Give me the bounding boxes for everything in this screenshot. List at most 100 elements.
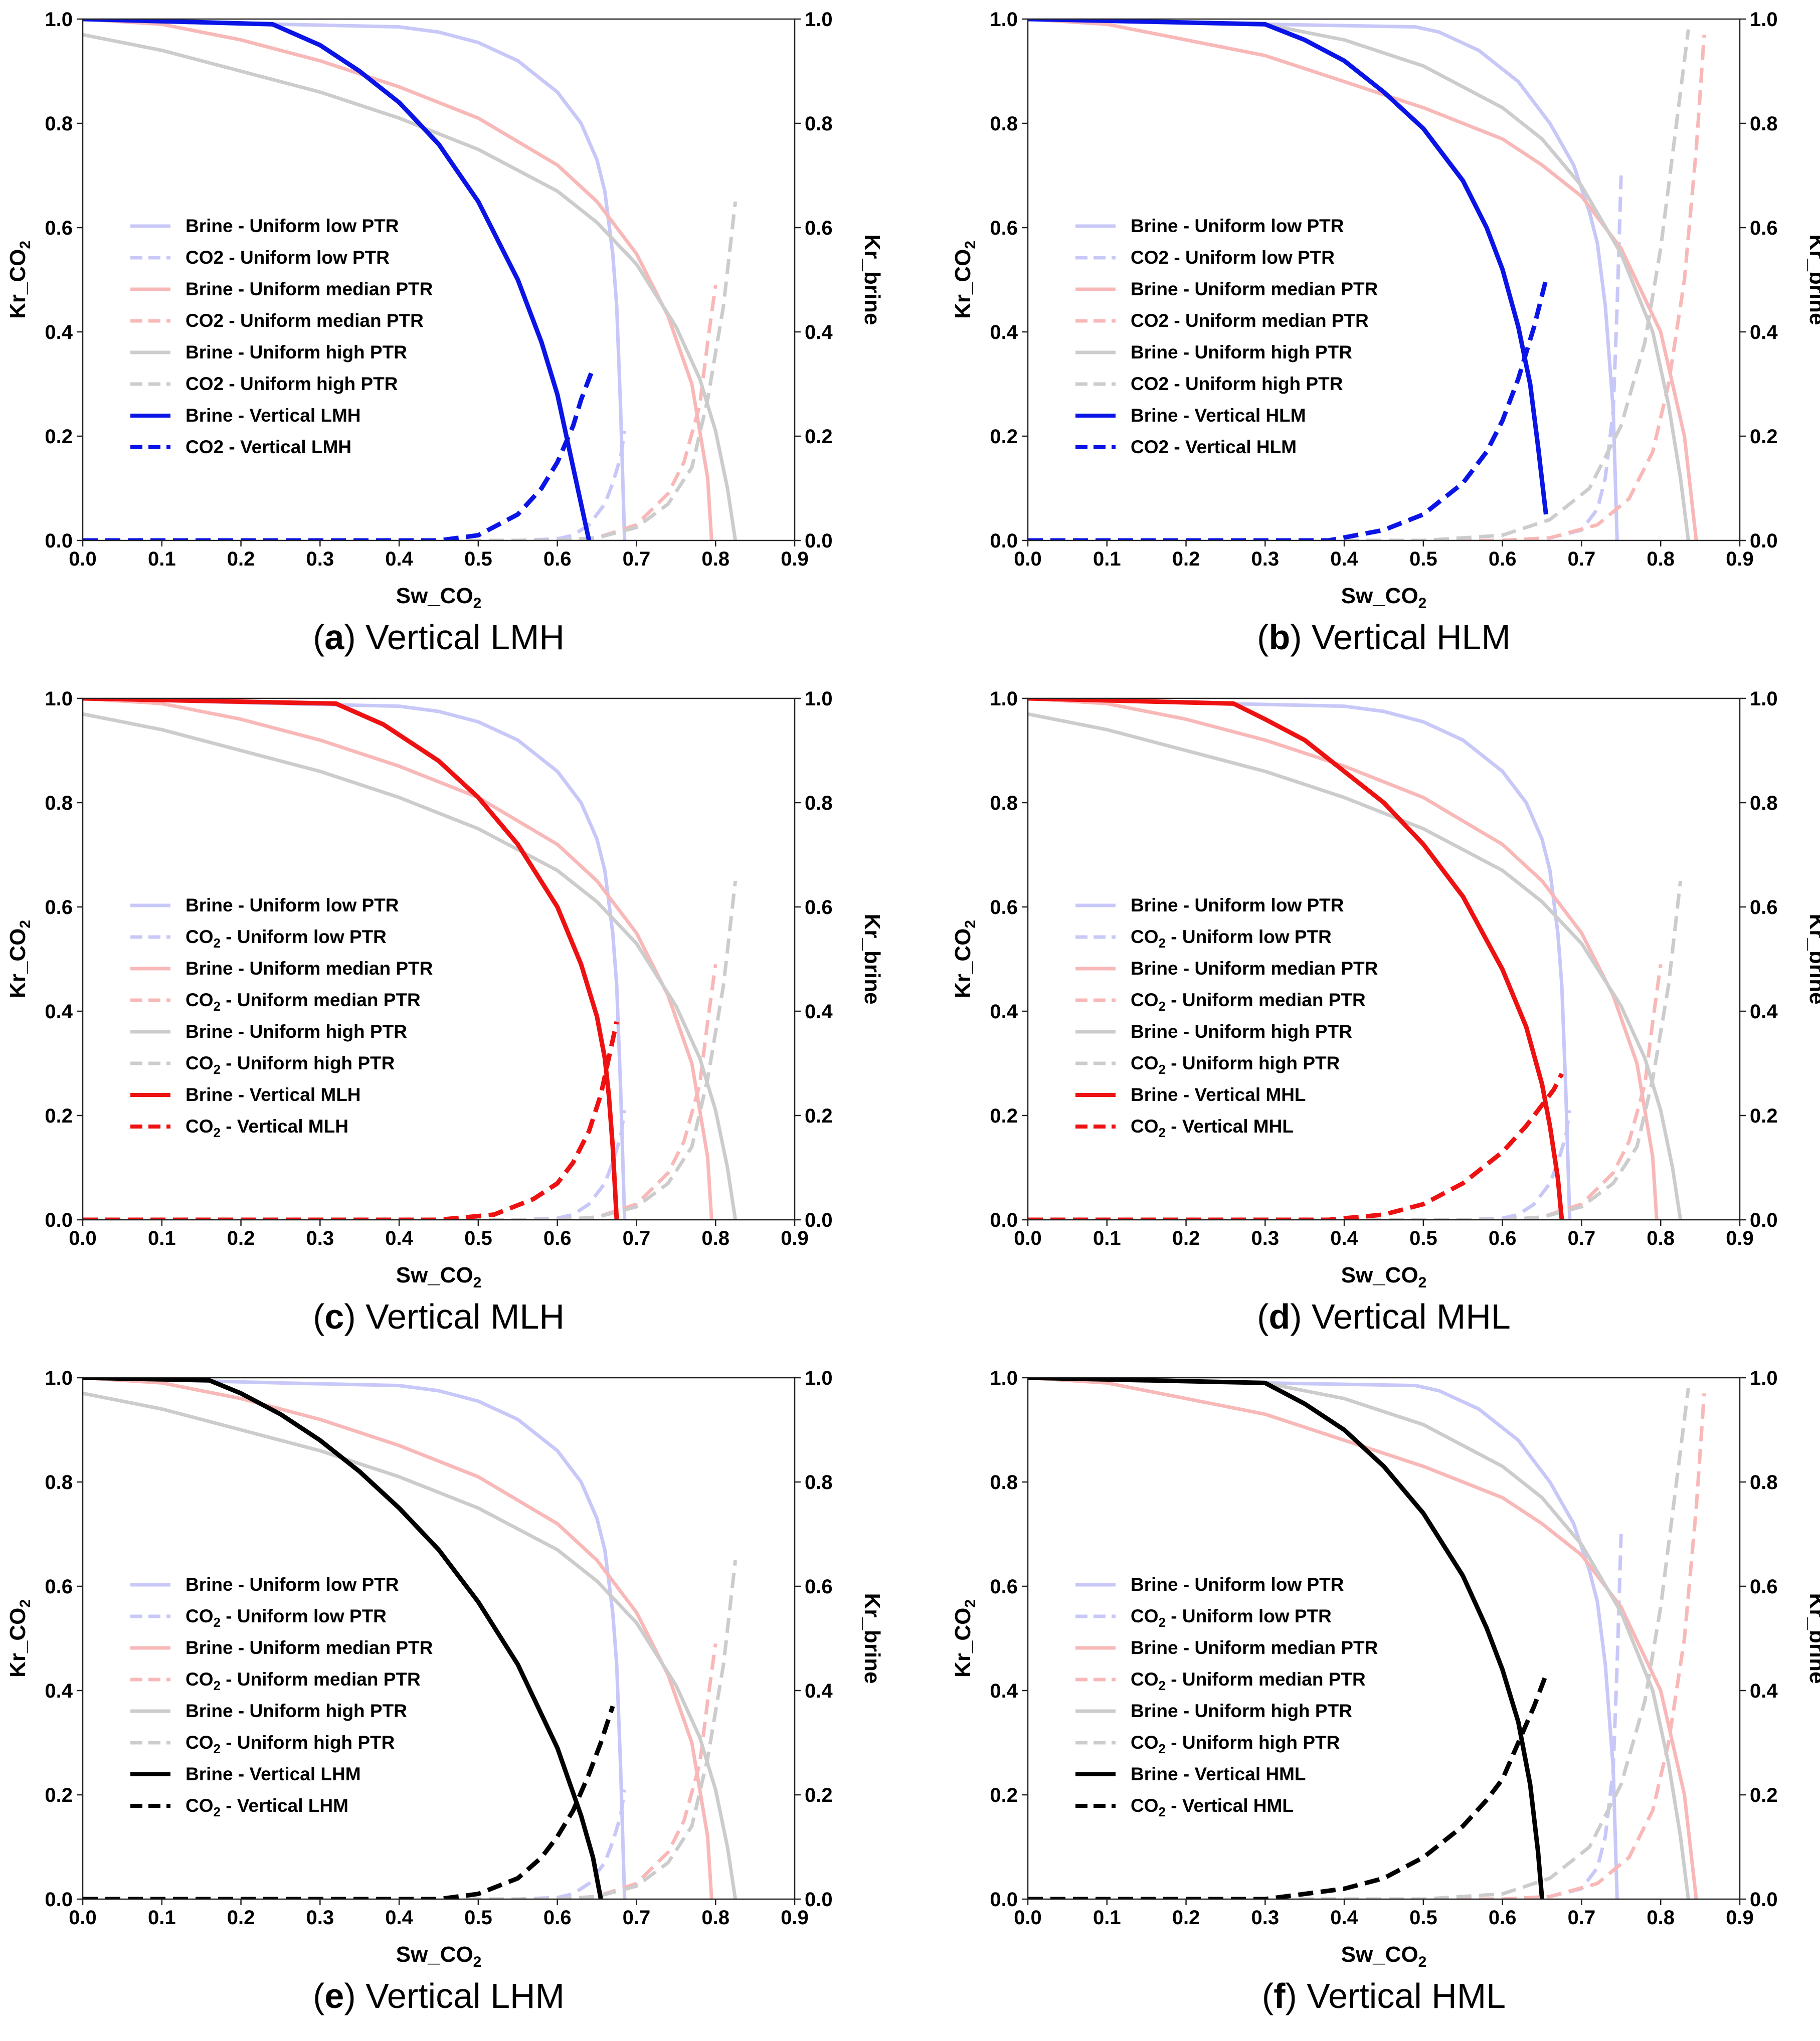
legend-item: Brine - Uniform low PTR — [186, 216, 399, 236]
legend-item: CO2 - Uniform median PTR — [1131, 310, 1369, 331]
y2-tick-label: 0.0 — [1750, 530, 1778, 552]
y-tick-label: 0.2 — [990, 426, 1018, 448]
y-tick-label: 0.2 — [990, 1784, 1018, 1806]
plot-frame — [1027, 1377, 1741, 1900]
x-tick-label: 0.2 — [1172, 548, 1200, 570]
series-line-1 — [1028, 698, 1572, 1220]
panel-b: 0.0 0.1 0.2 0.3 0.4 0.5 0.6 0.7 0.8 0.90.0 0.00.2 0… — [951, 9, 1820, 657]
series-line-1 — [83, 698, 627, 1220]
y2-tick-label: 1.0 — [805, 688, 833, 710]
series-line-6 — [1028, 1388, 1690, 1899]
y-tick-label: 1.0 — [45, 688, 73, 710]
series-line-6 — [1028, 29, 1690, 540]
legend-item: Brine - Uniform low PTR — [1131, 895, 1344, 915]
x-tick-label: 0.2 — [227, 548, 255, 570]
y2-tick-label: 0.0 — [1750, 1889, 1778, 1911]
legend-item: CO2 - Uniform high PTR — [1131, 1732, 1340, 1756]
series-line-3 — [83, 19, 713, 540]
y2-tick-label: 1.0 — [805, 1367, 833, 1389]
y2-tick-label: 1.0 — [805, 9, 833, 31]
y2-tick-label: 0.4 — [805, 1680, 833, 1702]
y-tick-label: 0.4 — [45, 321, 73, 343]
x-tick-label: 0.7 — [1568, 1907, 1596, 1929]
series-line-2 — [83, 431, 627, 540]
y2-tick-label: 0.6 — [805, 896, 833, 918]
y2-tick-label: 0.8 — [1750, 792, 1778, 814]
x-axis-label: Sw_CO2 — [396, 584, 482, 612]
legend-item: Brine - Uniform median PTR — [1131, 958, 1378, 979]
y2-tick-label: 0.6 — [805, 1576, 833, 1598]
x-tick-label: 0.5 — [464, 1907, 492, 1929]
series-line-5 — [1028, 1378, 1690, 1899]
x-tick-label: 0.2 — [1172, 1907, 1200, 1929]
panel-c: 0.0 0.1 0.2 0.3 0.4 0.5 0.6 0.7 0.8 0.90.0 0.00.2 0… — [6, 688, 884, 1336]
x-tick-label: 0.8 — [1647, 548, 1675, 570]
x-tick-label: 0.0 — [69, 1907, 97, 1929]
y-tick-label: 0.4 — [45, 1001, 73, 1023]
x-tick-label: 0.2 — [227, 1227, 255, 1249]
panel-caption: (d) Vertical MHL — [1257, 1297, 1511, 1336]
series-line-2 — [1028, 1534, 1623, 1899]
x-tick-label: 0.7 — [1568, 1227, 1596, 1249]
x-tick-label: 0.9 — [1726, 1227, 1754, 1249]
series-lines — [1028, 698, 1683, 1220]
x-tick-label: 0.3 — [1251, 1907, 1280, 1929]
plot-frame — [1027, 697, 1741, 1221]
y2-tick-label: 0.8 — [1750, 1471, 1778, 1494]
y-axis-label: Kr_CO2 — [951, 241, 979, 319]
y-tick-label: 0.8 — [45, 1471, 73, 1494]
y2-tick-label: 0.2 — [805, 1105, 833, 1127]
legend-item: CO2 - Vertical MHL — [1131, 1116, 1294, 1140]
series-line-3 — [1028, 1378, 1698, 1899]
x-tick-label: 0.3 — [306, 548, 334, 570]
y-tick-label: 0.8 — [990, 113, 1018, 135]
legend-item: CO2 - Uniform high PTR — [186, 374, 398, 394]
series-line-7 — [83, 698, 619, 1220]
series-line-2 — [83, 1110, 627, 1220]
series-line-8 — [83, 367, 595, 540]
legend-item: Brine - Uniform high PTR — [186, 342, 407, 362]
y-tick-label: 1.0 — [990, 688, 1018, 710]
x-tick-label: 0.9 — [781, 1227, 809, 1249]
x-tick-label: 0.0 — [69, 548, 97, 570]
series-line-3 — [1028, 19, 1698, 540]
series-line-5 — [83, 33, 738, 540]
y2-tick-label: 0.2 — [1750, 1784, 1778, 1806]
y2-tick-label: 0.4 — [1750, 1001, 1778, 1023]
panel-a: 0.0 0.1 0.2 0.3 0.4 0.5 0.6 0.7 0.8 0.90.0 0.00.2 0… — [6, 9, 884, 657]
y-tick-label: 0.4 — [45, 1680, 73, 1702]
series-line-7 — [1028, 698, 1564, 1220]
x-tick-label: 0.5 — [464, 548, 492, 570]
x-axis-label: Sw_CO2 — [1341, 584, 1427, 612]
y2-tick-label: 0.4 — [1750, 1680, 1778, 1702]
x-tick-label: 0.1 — [148, 1907, 176, 1929]
legend-item: Brine - Uniform high PTR — [186, 1701, 407, 1721]
x-tick-label: 0.0 — [69, 1227, 97, 1249]
y2-axis-label: Kr_brine — [860, 1593, 884, 1684]
y-tick-label: 0.6 — [990, 217, 1018, 239]
series-line-5 — [1028, 712, 1683, 1220]
x-tick-label: 0.3 — [306, 1227, 334, 1249]
y-tick-label: 0.4 — [990, 321, 1018, 343]
y-tick-label: 0.0 — [45, 1209, 73, 1231]
legend-item: Brine - Vertical HML — [1131, 1764, 1306, 1784]
y-tick-label: 0.6 — [990, 896, 1018, 918]
x-tick-label: 0.1 — [148, 1227, 176, 1249]
y-tick-label: 0.2 — [990, 1105, 1018, 1127]
legend-item: CO2 - Uniform high PTR — [1131, 374, 1343, 394]
y-tick-label: 0.2 — [45, 426, 73, 448]
series-line-8 — [83, 1021, 619, 1220]
series-line-5 — [1028, 19, 1690, 540]
legend-item: Brine - Uniform high PTR — [186, 1021, 407, 1042]
legend-item: Brine - Vertical MLH — [186, 1084, 361, 1105]
x-tick-label: 0.9 — [1726, 1907, 1754, 1929]
x-tick-label: 0.1 — [1093, 1227, 1121, 1249]
plot-frame — [82, 697, 796, 1221]
x-tick-label: 0.4 — [385, 1907, 413, 1929]
legend-item: Brine - Uniform median PTR — [186, 1637, 433, 1658]
legend-item: CO2 - Vertical HML — [1131, 1795, 1294, 1819]
y-tick-label: 0.8 — [990, 1471, 1018, 1494]
y-tick-label: 0.4 — [990, 1001, 1018, 1023]
x-tick-label: 0.0 — [1014, 1227, 1042, 1249]
